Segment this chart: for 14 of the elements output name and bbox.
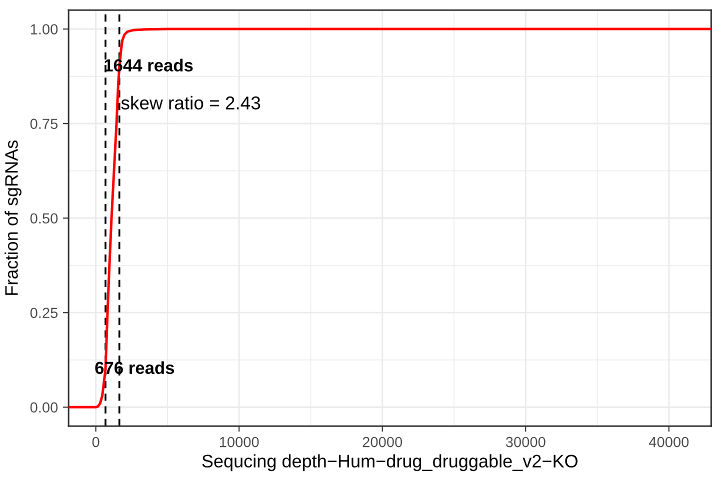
x-tick-label: 40000 bbox=[648, 436, 689, 448]
y-tick-label: 0.75 bbox=[30, 118, 58, 129]
x-tick-label: 30000 bbox=[506, 436, 546, 448]
y-tick-label: 0.25 bbox=[30, 308, 58, 318]
y-tick-label: 0.00 bbox=[30, 402, 58, 413]
annotation: skew ratio = 2.43 bbox=[121, 96, 260, 110]
y-tick-label: 0.50 bbox=[30, 213, 58, 224]
line-series bbox=[68, 28, 712, 408]
y-tick-label: 1.00 bbox=[30, 24, 58, 34]
x-tick-label: 0 bbox=[92, 436, 100, 448]
x-axis-title: Sequcing depth−Hum−drug_druggable_v2−KO bbox=[202, 454, 578, 472]
x-tick-label: 10000 bbox=[220, 436, 259, 448]
y-axis-title: Fraction of sgRNAs bbox=[4, 140, 22, 295]
x-tick-label: 20000 bbox=[362, 436, 402, 448]
